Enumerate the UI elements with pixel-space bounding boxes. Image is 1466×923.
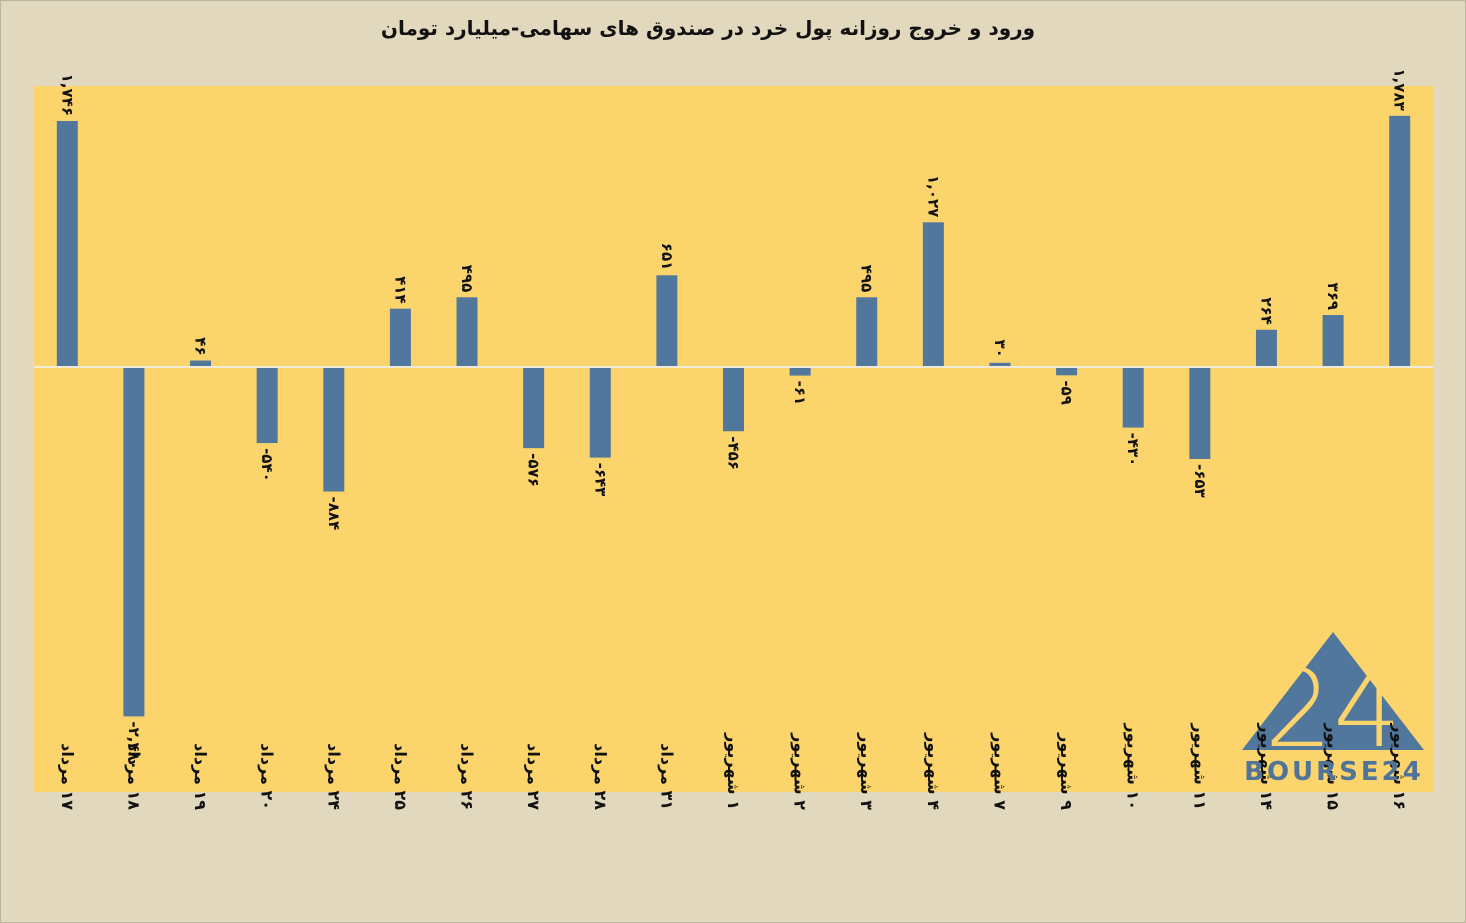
data-label: -۴۳۰ — [1124, 433, 1142, 467]
bar — [323, 367, 345, 492]
data-label: ۴۶ — [192, 337, 210, 355]
category-label: ۷ شهریور — [990, 732, 1009, 810]
bar — [456, 297, 478, 367]
category-label: ۱۱ شهریور — [1190, 722, 1209, 810]
category-label: ۱۵ شهریور — [1324, 722, 1343, 810]
data-label: -۵۴۰ — [258, 448, 276, 482]
category-label: ۹ شهریور — [1057, 732, 1076, 810]
data-label: ۴۹۵ — [458, 265, 476, 292]
category-labels: ۱۷ مرداد ۱۸ مرداد ۱۹ مرداد ۲۰ مرداد ۲۴ مرداد… — [58, 722, 1409, 810]
bar — [123, 367, 145, 717]
data-label: -۸۸۴ — [325, 497, 343, 531]
category-label: ۲۶ مرداد — [458, 743, 477, 810]
category-label: ۲۴ مرداد — [324, 743, 343, 810]
bar — [389, 308, 411, 367]
category-label: ۲۵ مرداد — [391, 743, 410, 810]
bar — [1255, 329, 1277, 367]
bar — [789, 367, 811, 376]
bar — [1322, 315, 1344, 367]
data-label: ۱,۷۸۳ — [1391, 68, 1409, 110]
bar — [922, 222, 944, 367]
data-label: -۴۵۶ — [725, 436, 743, 470]
bar — [256, 367, 278, 444]
bar — [723, 367, 744, 432]
bar — [1122, 367, 1144, 428]
bar — [1189, 367, 1211, 460]
bourse24-logo-text: BOURSE24 — [1244, 757, 1424, 787]
bar — [989, 362, 1011, 367]
chart-title: ورود و خروج روزانه پول خرد در صندوق های … — [380, 16, 1036, 40]
svg-text:24: 24 — [1264, 647, 1401, 772]
bar — [1389, 115, 1411, 367]
category-label: ۲۸ مرداد — [591, 743, 610, 810]
category-label: ۱۰ شهریور — [1124, 722, 1143, 810]
bar — [190, 360, 212, 367]
data-label: ۳۶۹ — [1324, 283, 1342, 310]
bars-group — [56, 115, 1411, 717]
category-label: ۱۶ شهریور — [1390, 722, 1409, 810]
bar — [856, 297, 878, 367]
data-label: ۱,۷۴۶ — [58, 74, 76, 116]
value-labels: ۱,۷۴۶ -۲,۴۸۰ ۴۶ -۵۴۰ -۸۸۴ ۴۱۴ ۴۹۵ -۵۷۶ -۶۴۳ ۶۵۱ -۴… — [58, 68, 1408, 770]
category-label: ۱۸ مرداد — [124, 743, 143, 810]
data-label: ۶۵۱ — [658, 243, 676, 270]
category-label: ۱ شهریور — [724, 732, 743, 810]
category-label: ۲ شهریور — [791, 732, 810, 810]
data-label: -۶۴۳ — [591, 463, 609, 497]
data-label: -۵۷۶ — [525, 453, 543, 487]
category-label: ۳۱ مرداد — [657, 743, 676, 810]
data-label: ۴۹۵ — [858, 265, 876, 292]
category-label: ۳ شهریور — [857, 732, 876, 810]
category-label: ۱۴ شهریور — [1257, 722, 1276, 810]
data-label: -۵۹ — [1058, 380, 1076, 405]
bourse24-logo-mark: 24 — [1242, 632, 1424, 772]
data-label: ۱,۰۲۷ — [924, 175, 942, 217]
bar — [523, 367, 545, 449]
data-label: ۴۱۴ — [391, 276, 409, 303]
bar — [56, 121, 78, 367]
data-label: -۶۵۳ — [1191, 464, 1209, 498]
category-label: ۲۷ مرداد — [524, 743, 543, 810]
bar — [589, 367, 611, 458]
bar — [1056, 367, 1078, 376]
data-label: -۶۱ — [791, 381, 809, 406]
category-label: ۱۹ مرداد — [191, 743, 210, 810]
data-label: -۲,۴۸۰ — [125, 721, 143, 770]
category-label: ۱۷ مرداد — [58, 743, 77, 810]
category-label: ۲۰ مرداد — [258, 743, 277, 810]
data-label: ۲۶۴ — [1257, 297, 1275, 324]
bar — [656, 275, 678, 367]
category-label: ۴ شهریور — [924, 732, 943, 810]
data-label: ۳۰ — [991, 339, 1009, 357]
